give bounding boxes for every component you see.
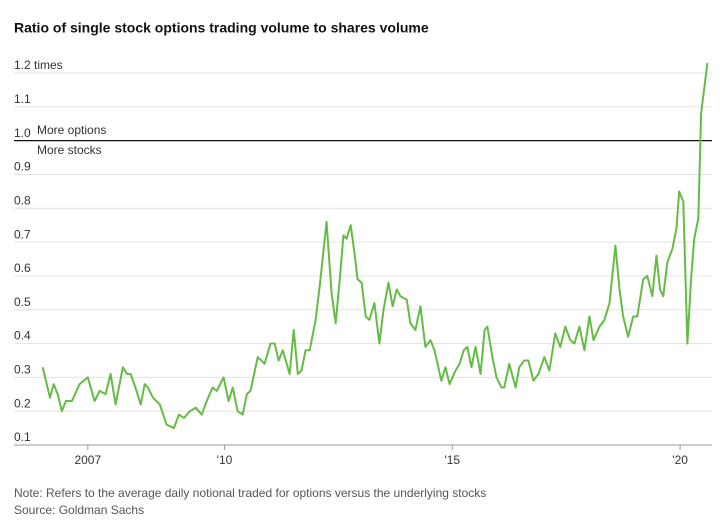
- x-tick-label: '10: [217, 453, 233, 467]
- y-tick-label: 0.1: [14, 430, 31, 444]
- source: Source: Goldman Sachs: [14, 503, 144, 517]
- y-tick-label: 1.0: [14, 126, 31, 140]
- chart-title: Ratio of single stock options trading vo…: [14, 20, 429, 36]
- y-tick-label: 1.2 times: [14, 58, 63, 72]
- y-tick-label: 0.8: [14, 193, 31, 207]
- y-tick-label: 0.5: [14, 295, 31, 309]
- x-tick-label: '15: [444, 453, 460, 467]
- data-line: [41, 62, 709, 430]
- y-tick-label: 0.6: [14, 261, 31, 275]
- y-tick-label: 1.1: [14, 92, 31, 106]
- y-tick-label: 0.4: [14, 329, 31, 343]
- reference-label-below: More stocks: [37, 143, 102, 157]
- y-tick-label: 0.9: [14, 160, 31, 174]
- x-tick-label: 2007: [74, 453, 101, 467]
- y-tick-label: 0.7: [14, 227, 31, 241]
- y-tick-label: 0.3: [14, 363, 31, 377]
- reference-label-above: More options: [37, 123, 106, 137]
- note: Note: Refers to the average daily notion…: [14, 486, 486, 500]
- y-tick-label: 0.2: [14, 396, 31, 410]
- x-tick-label: '20: [672, 453, 688, 467]
